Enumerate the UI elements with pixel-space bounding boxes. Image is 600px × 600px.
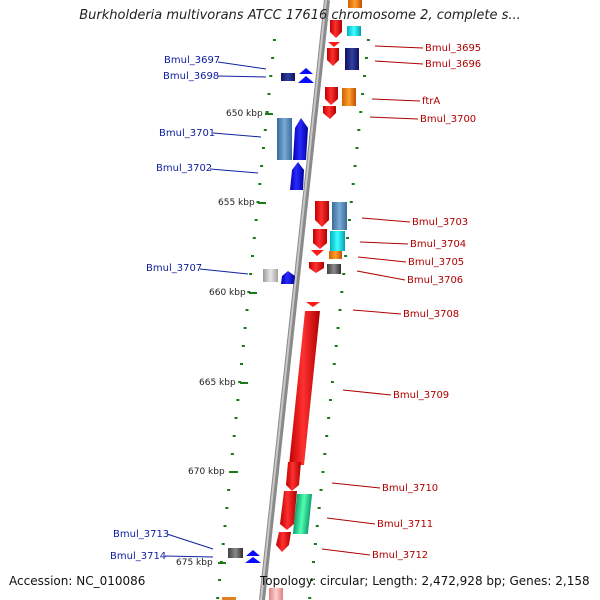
gene-feature[interactable] [325, 87, 338, 105]
reverse-leader-lines [321, 45, 424, 556]
scale-label: 675 kbp [176, 558, 213, 568]
gene-feature[interactable] [245, 557, 261, 563]
leader-line [164, 555, 214, 558]
gene-feature[interactable] [263, 269, 278, 282]
gene-feature[interactable] [277, 118, 292, 160]
gene-feature[interactable] [222, 597, 236, 600]
gene-feature[interactable] [292, 494, 313, 534]
scale-label: 670 kbp [188, 467, 225, 477]
gene-label[interactable]: Bmul_3709 [393, 390, 449, 401]
gene-feature[interactable] [330, 20, 342, 38]
gene-label[interactable]: Bmul_3712 [372, 550, 428, 561]
gene-label[interactable]: Bmul_3706 [407, 275, 463, 286]
leader-line [361, 217, 411, 223]
scale-labels: 650 kbp 655 kbp 660 kbp 665 kbp 670 kbp … [176, 109, 273, 568]
gene-feature[interactable] [280, 491, 297, 530]
gene-feature[interactable] [286, 462, 301, 491]
leader-line [326, 517, 376, 525]
gene-feature[interactable] [281, 73, 295, 81]
leader-line [212, 132, 262, 138]
gene-feature[interactable] [276, 532, 291, 552]
gene-label[interactable]: Bmul_3710 [382, 483, 438, 494]
leader-line [209, 168, 259, 174]
outer-tick-track-right [308, 39, 370, 599]
gene-label[interactable]: Bmul_3697 [164, 55, 220, 66]
forward-gene-labels: Bmul_3697 Bmul_3698 Bmul_3701 Bmul_3702 … [110, 55, 220, 562]
map-title: Burkholderia multivorans ATCC 17616 chro… [79, 8, 521, 23]
gene-label[interactable]: Bmul_3695 [425, 43, 481, 54]
scale-label: 665 kbp [199, 378, 236, 388]
gene-feature[interactable] [347, 26, 361, 36]
gene-feature[interactable] [311, 250, 324, 256]
gene-feature[interactable] [289, 311, 320, 465]
gene-feature[interactable] [298, 76, 314, 83]
scale-label: 660 kbp [209, 288, 246, 298]
leader-line [331, 482, 381, 489]
leader-line [371, 98, 421, 102]
leader-line [166, 533, 214, 550]
outer-tick-track-left [216, 39, 276, 599]
leader-line [359, 241, 409, 245]
gene-label[interactable]: Bmul_3704 [410, 239, 466, 250]
leader-line [374, 60, 424, 65]
leader-line [199, 268, 249, 275]
genome-summary-text: Topology: circular; Length: 2,472,928 bp… [260, 574, 590, 588]
reverse-strand-genes [269, 0, 362, 600]
gene-feature[interactable] [290, 162, 304, 190]
gene-feature[interactable] [329, 251, 342, 259]
gene-label[interactable]: Bmul_3702 [156, 163, 212, 174]
accession-text: Accession: NC_010086 [9, 574, 146, 588]
forward-strand-genes [222, 68, 314, 600]
gene-label[interactable]: Bmul_3713 [113, 529, 169, 540]
scale-label: 655 kbp [218, 198, 255, 208]
gene-label[interactable]: ftrA [422, 96, 440, 107]
gene-feature[interactable] [332, 202, 347, 230]
gene-feature[interactable] [327, 264, 341, 274]
gene-feature[interactable] [313, 229, 327, 249]
chromosome-backbone-highlight [260, 0, 327, 600]
gene-feature[interactable] [330, 231, 345, 251]
gene-label[interactable]: Bmul_3701 [159, 128, 215, 139]
gene-feature[interactable] [348, 0, 362, 8]
gene-label[interactable]: Bmul_3714 [110, 551, 166, 562]
gene-feature[interactable] [342, 88, 356, 106]
forward-leader-lines [164, 61, 267, 558]
gene-label[interactable]: Bmul_3711 [377, 519, 433, 530]
scale-label: 650 kbp [226, 109, 263, 119]
gene-feature[interactable] [323, 106, 336, 119]
leader-line [321, 548, 371, 556]
gene-feature[interactable] [315, 201, 329, 227]
gene-feature[interactable] [309, 262, 324, 273]
gene-label[interactable]: Bmul_3708 [403, 309, 459, 320]
gene-feature[interactable] [269, 588, 283, 600]
gene-feature[interactable] [345, 48, 359, 70]
leader-line [374, 45, 424, 49]
gene-feature[interactable] [228, 548, 243, 558]
leader-line [342, 389, 392, 396]
gene-feature[interactable] [327, 48, 339, 66]
gene-feature[interactable] [299, 68, 313, 74]
leader-line [369, 116, 419, 120]
gene-label[interactable]: Bmul_3696 [425, 59, 481, 70]
gene-feature[interactable] [281, 271, 295, 284]
gene-feature[interactable] [246, 550, 260, 556]
gene-feature[interactable] [306, 302, 320, 307]
reverse-gene-labels: Bmul_3695 Bmul_3696 ftrA Bmul_3700 Bmul_… [372, 43, 481, 561]
gene-feature[interactable] [293, 118, 308, 160]
gene-feature[interactable] [328, 42, 340, 47]
leader-line [356, 270, 406, 281]
gene-label[interactable]: Bmul_3698 [163, 71, 219, 82]
gene-label[interactable]: Bmul_3703 [412, 217, 468, 228]
leader-line [217, 61, 267, 70]
leader-line [217, 75, 267, 78]
leader-line [352, 309, 402, 315]
gene-label[interactable]: Bmul_3705 [408, 257, 464, 268]
gene-label[interactable]: Bmul_3707 [146, 263, 202, 274]
gene-label[interactable]: Bmul_3700 [420, 114, 476, 125]
leader-line [357, 256, 407, 263]
